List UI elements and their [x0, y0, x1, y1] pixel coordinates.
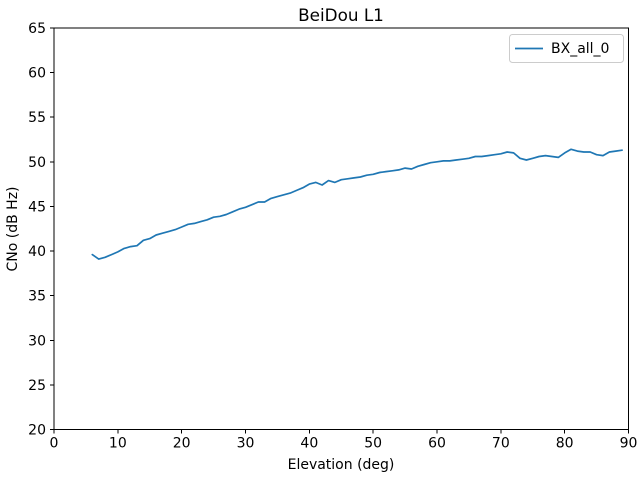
x-tick-label: 20 [173, 436, 191, 452]
y-tick-label: 50 [28, 155, 46, 171]
x-tick-label: 50 [364, 436, 382, 452]
y-tick-label: 60 [28, 66, 46, 82]
x-tick-label: 90 [620, 436, 638, 452]
plot-frame [53, 27, 629, 430]
x-tick-label: 70 [492, 436, 510, 452]
legend-box [509, 34, 624, 63]
legend-label: BX_all_0 [551, 41, 609, 57]
y-tick-label: 65 [28, 21, 46, 37]
x-tick-label: 40 [300, 436, 318, 452]
plot-area: 0 10 20 30 40 50 60 70 80 90 20 25 30 35 40 45 50 55 60 65 [28, 21, 637, 452]
legend: BX_all_0 [509, 34, 624, 63]
y-tick-label: 40 [28, 244, 46, 260]
y-tick-label: 55 [28, 110, 46, 126]
y-tick-label: 35 [28, 289, 46, 305]
x-tick-label: 80 [556, 436, 574, 452]
y-tick-label: 25 [28, 378, 46, 394]
x-tick-label: 10 [109, 436, 127, 452]
y-tick-label: 45 [28, 199, 46, 215]
x-tick-label: 0 [50, 436, 59, 452]
x-axis-label: Elevation (deg) [288, 457, 395, 473]
x-tick-label: 30 [237, 436, 255, 452]
y-axis-label: CNo (dB Hz) [5, 186, 21, 271]
x-tick-label: 60 [428, 436, 446, 452]
y-tick-label: 20 [28, 423, 46, 439]
chart-title: BeiDou L1 [298, 5, 384, 25]
data-line-BX_all_0 [91, 148, 623, 260]
y-tick-label: 30 [28, 333, 46, 349]
